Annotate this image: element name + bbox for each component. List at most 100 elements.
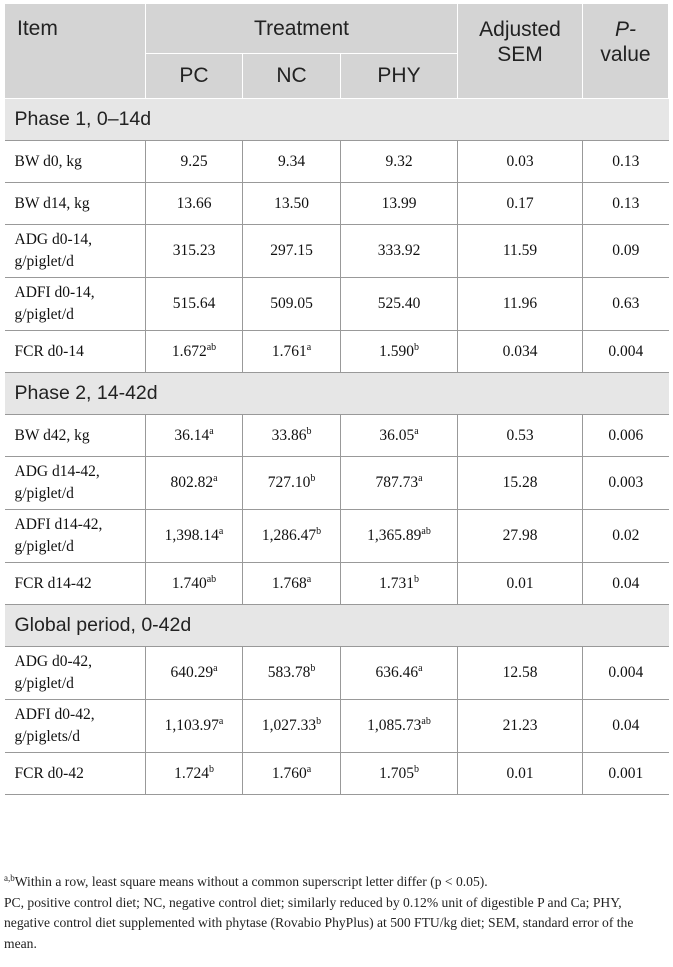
cell-nc-value: 13.50 (274, 194, 309, 212)
cell-phy-superscript: ab (421, 526, 431, 537)
phase-row: Global period, 0-42d (4, 604, 669, 647)
phase-row: Phase 1, 0–14d (4, 98, 669, 141)
cell-phy-value: 1.705 (379, 764, 414, 782)
cell-pc: 1,398.14a (145, 509, 243, 563)
cell-nc-value: 1.761 (271, 342, 307, 360)
cell-phy-value: 1,365.89 (367, 527, 422, 544)
cell-pc-superscript: a (218, 716, 224, 727)
cell-pc-value: 13.66 (176, 194, 212, 212)
cell-pc-value: 1.724 (174, 764, 209, 782)
row-label-line1: ADFI d14-42, (14, 516, 103, 533)
cell-nc-superscript: b (310, 473, 316, 484)
cell-phy-superscript: a (418, 473, 423, 484)
cell-pc: 802.82a (145, 456, 243, 510)
cell-p-value: 0.63 (582, 277, 669, 331)
footnote-superscript: a,b (4, 873, 15, 883)
cell-sem: 11.96 (457, 277, 584, 331)
cell-phy: 13.99 (339, 182, 459, 225)
cell-phy: 1.731b (339, 562, 459, 605)
cell-pc-superscript: a (209, 425, 214, 437)
footnote-abbreviations: PC, positive control diet; NC, negative … (4, 894, 634, 951)
cell-nc-superscript: a (306, 763, 312, 775)
table-header: Item Treatment Adjusted SEM P- value PC … (4, 3, 670, 99)
footnote-line1: Within a row, least square means without… (14, 874, 488, 889)
cell-p-value: 0.04 (582, 699, 669, 753)
header-p-line1: P- (615, 18, 637, 41)
row-label-line1: BW d14, kg (14, 194, 90, 212)
cell-pc-value: 640.29 (170, 664, 214, 681)
cell-nc-superscript: b (310, 663, 316, 674)
cell-p-value: 0.02 (582, 509, 669, 563)
cell-sem: 15.28 (457, 456, 584, 510)
row-label-line2: g/piglet/d (14, 538, 74, 555)
table-row: ADG d14-42, g/piglet/d 802.82a 727.10b 787.7… (4, 456, 669, 510)
row-label-line1: ADG d14-42, (14, 463, 100, 480)
cell-p-value: 0.13 (582, 182, 669, 225)
header-pc: PC (145, 53, 243, 99)
cell-phy: 1.590b (339, 330, 459, 373)
header-p-value: P- value (582, 3, 670, 99)
cell-nc-value: 1,286.47 (261, 527, 317, 544)
cell-nc-superscript: b (306, 425, 312, 437)
cell-phy-value: 13.99 (381, 194, 417, 212)
cell-nc-superscript: a (306, 341, 312, 353)
cell-pc-superscript: b (208, 763, 214, 775)
cell-phy-superscript: b (413, 573, 419, 585)
cell-phy-value: 9.32 (385, 152, 413, 170)
row-label-line1: FCR d0-14 (14, 342, 84, 360)
cell-p-value: 0.003 (582, 456, 669, 510)
row-label-line1: ADG d0-14, (14, 231, 93, 248)
cell-sem: 0.01 (457, 562, 584, 605)
cell-pc: 36.14a (145, 414, 243, 457)
cell-pc-value: 36.14 (174, 426, 210, 444)
table-footnotes: a,bWithin a row, least square means with… (4, 872, 668, 954)
cell-nc-superscript: b (316, 526, 322, 537)
row-label-line2: g/piglet/d (14, 306, 74, 323)
cell-phy: 1.705b (339, 752, 459, 795)
row-label: ADG d0-42, g/piglet/d (4, 646, 146, 700)
row-label: BW d14, kg (4, 182, 146, 225)
row-label-line2: g/piglet/d (14, 675, 74, 692)
cell-pc-superscript: a (218, 526, 224, 537)
cell-phy: 1,365.89ab (339, 509, 459, 563)
table-row: ADFI d14-42, g/piglet/d 1,398.14a 1,286.47b… (4, 509, 669, 563)
cell-pc-value: 1.672 (171, 342, 207, 360)
cell-pc-value: 515.64 (172, 295, 216, 312)
phase-title: Global period, 0-42d (4, 604, 669, 647)
cell-nc-value: 1.760 (271, 764, 307, 782)
cell-phy-value: 1.731 (379, 574, 414, 592)
cell-sem: 12.58 (457, 646, 584, 700)
cell-nc: 1,286.47b (242, 509, 341, 563)
cell-nc: 9.34 (242, 140, 341, 183)
cell-nc: 1.768a (242, 562, 341, 605)
row-label: BW d42, kg (4, 414, 146, 457)
cell-phy-superscript: ab (421, 716, 431, 727)
results-table-container: Item Treatment Adjusted SEM P- value PC … (4, 3, 670, 795)
cell-phy: 36.05a (339, 414, 459, 457)
cell-pc-superscript: a (213, 473, 218, 484)
cell-p-value: 0.13 (582, 140, 669, 183)
cell-phy: 787.73a (339, 456, 459, 510)
row-label-line1: ADFI d0-14, (14, 284, 95, 301)
cell-sem: 0.53 (457, 414, 584, 457)
cell-nc-value: 727.10 (267, 474, 311, 491)
cell-pc: 1.724b (145, 752, 243, 795)
cell-pc-value: 9.25 (180, 152, 208, 170)
cell-pc: 1,103.97a (145, 699, 243, 753)
cell-phy-value: 787.73 (375, 474, 419, 491)
table-row: BW d14, kg 13.66 13.50 13.99 0.17 0.13 (4, 182, 669, 225)
phase-title: Phase 1, 0–14d (4, 98, 669, 141)
header-p-line2: value (600, 43, 651, 66)
cell-nc-value: 297.15 (270, 242, 313, 259)
cell-sem: 0.034 (457, 330, 584, 373)
row-label: ADG d0-14, g/piglet/d (4, 224, 146, 278)
row-label: FCR d0-14 (4, 330, 146, 373)
cell-pc-value: 802.82 (170, 474, 214, 491)
cell-pc-value: 1.740 (171, 574, 207, 592)
row-label-line1: BW d42, kg (14, 426, 90, 444)
cell-pc: 640.29a (145, 646, 243, 700)
cell-sem: 0.03 (457, 140, 584, 183)
table-row: ADG d0-42, g/piglet/d 640.29a 583.78b 636.46… (4, 646, 669, 700)
header-adjusted-sem: Adjusted SEM (457, 3, 584, 99)
cell-pc: 13.66 (145, 182, 243, 225)
